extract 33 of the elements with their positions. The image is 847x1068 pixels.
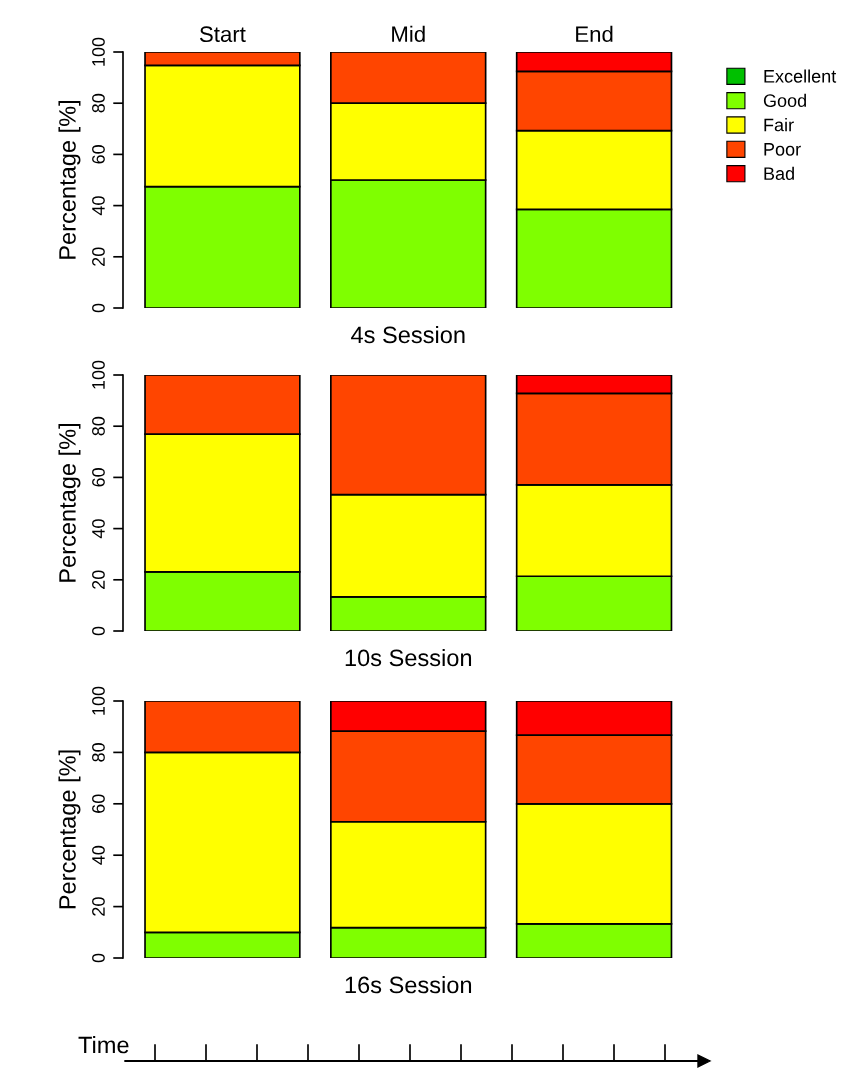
y-tick-label: 80 xyxy=(92,743,105,762)
y-axis-title: Percentage [%] xyxy=(58,750,81,909)
y-tick-label: 100 xyxy=(92,37,105,66)
x-axis-title: 10s Session xyxy=(345,648,472,667)
x-axis-title: 4s Session xyxy=(351,325,465,344)
y-axis-title: Percentage [%] xyxy=(58,100,81,259)
y-tick-label: 60 xyxy=(92,794,105,813)
y-tick-label: 60 xyxy=(92,145,105,164)
text: Time xyxy=(78,1035,129,1054)
y-tick-label: 40 xyxy=(92,845,105,865)
legend-label: Good xyxy=(763,93,806,108)
y-tick-label: 20 xyxy=(92,897,105,916)
legend-label: Excellent xyxy=(764,69,837,83)
y-tick-label: 100 xyxy=(92,360,105,389)
legend-label: Poor xyxy=(764,143,801,156)
y-tick-label: 100 xyxy=(92,686,105,715)
y-tick-label: 0 xyxy=(92,303,105,313)
y-tick-label: 0 xyxy=(92,953,105,963)
x-tick-label: End xyxy=(576,25,613,43)
y-axis-title: Percentage [%] xyxy=(58,423,81,582)
y-tick-label: 80 xyxy=(92,93,105,113)
y-tick-label: 20 xyxy=(92,247,105,266)
legend-label: Bad xyxy=(764,166,794,181)
y-tick-label: 0 xyxy=(92,626,105,636)
y-tick-label: 60 xyxy=(92,468,105,487)
legend-label: Fair xyxy=(764,118,794,132)
y-tick-label: 40 xyxy=(92,519,105,539)
y-tick-label: 80 xyxy=(92,416,105,436)
x-axis-title: 16s Session xyxy=(345,975,472,994)
y-tick-label: 40 xyxy=(92,196,105,216)
x-tick-label: Mid xyxy=(392,25,425,43)
x-tick-label: Start xyxy=(199,26,246,43)
y-tick-label: 20 xyxy=(92,570,105,589)
